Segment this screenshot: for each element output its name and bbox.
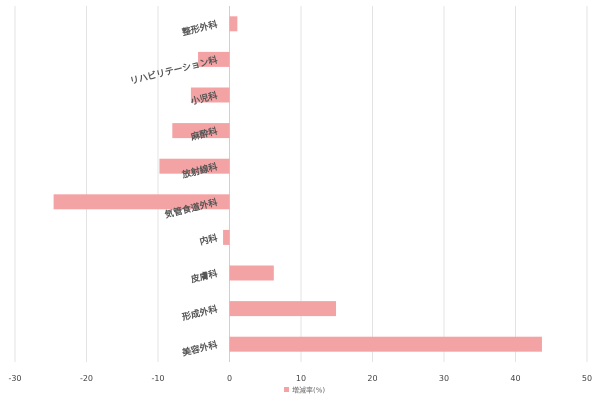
x-tick-label: 40 [510, 374, 520, 383]
x-tick-label: -30 [8, 374, 21, 383]
x-tick-label: -20 [80, 374, 93, 383]
bar [53, 194, 230, 210]
bar [198, 51, 230, 67]
bar [229, 16, 238, 32]
bar [159, 158, 230, 174]
bar [190, 87, 230, 103]
x-tick-label: 0 [227, 374, 232, 383]
x-tick-label: 10 [296, 374, 306, 383]
category-label: 内科 [198, 232, 218, 248]
legend: 増減率(%) [284, 386, 325, 395]
bar [229, 336, 542, 352]
x-tick-label: -10 [151, 374, 164, 383]
category-label: 形成外科 [181, 303, 219, 323]
category-label: リハビリテーション科 [129, 54, 219, 87]
x-tick-label: 50 [582, 374, 592, 383]
bar [229, 265, 274, 281]
x-tick-label: 20 [367, 374, 377, 383]
bars [53, 16, 542, 352]
bar [172, 123, 230, 139]
x-tick-labels: -30 -20 -10 0 10 20 30 40 50 [8, 374, 592, 383]
category-label: 皮膚科 [189, 267, 219, 285]
category-label: 整形外科 [180, 18, 219, 39]
category-labels: 整形外科リハビリテーション科小児科麻酔科放射線科気管食道外科内科皮膚科形成外科美… [129, 18, 219, 359]
bar [223, 229, 230, 245]
legend-label: 増減率(%) [292, 386, 325, 395]
bar [229, 301, 337, 317]
legend-swatch [284, 387, 289, 392]
x-tick-label: 30 [439, 374, 449, 383]
category-label: 美容外科 [181, 338, 219, 358]
